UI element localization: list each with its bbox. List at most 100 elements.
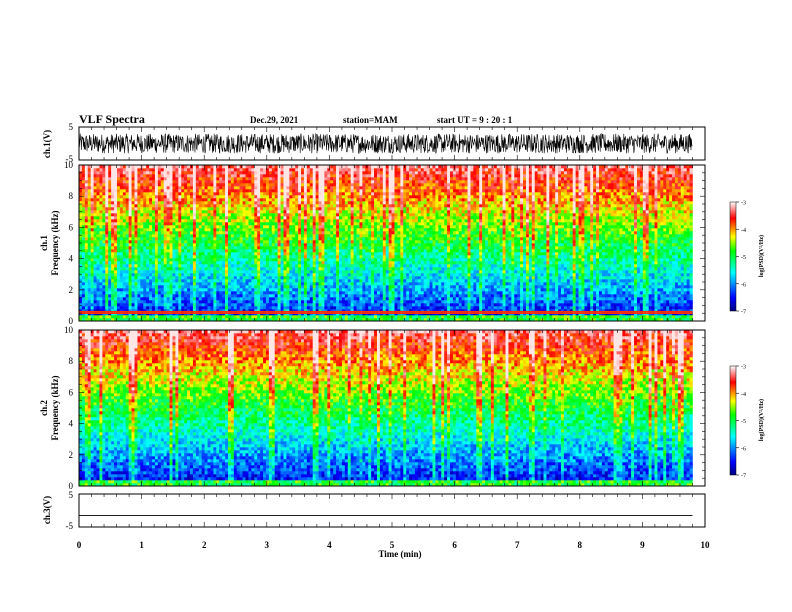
spectrogram-cell [81,192,86,196]
spectrogram-cell [303,222,308,226]
spectrogram-cell [233,258,238,262]
spectrogram-cell [271,297,276,301]
spectrogram-cell [292,252,296,256]
spectrogram-cell [271,315,276,319]
spectrogram-cell [108,318,112,322]
spectrogram-cell [137,246,141,250]
spectrogram-cell [96,246,100,250]
spectrogram-cell [303,258,308,262]
spectrogram-cell [242,174,246,178]
spectrogram-cell [122,225,127,229]
spectrogram-cell [178,273,182,277]
spectrogram-cell [344,258,349,262]
spectrogram-cell [245,192,249,196]
spectrogram-cell [341,237,346,241]
spectrogram-cell [178,216,182,220]
spectrogram-cell [292,249,296,253]
spectrogram-cell [222,165,226,169]
spectrogram-cell [318,195,322,199]
spectrogram-cell [152,282,156,286]
spectrogram-cell [213,252,217,256]
spectrogram-cell [268,294,273,298]
spectrogram-cell [178,267,182,271]
spectrogram-cell [257,204,261,208]
spectrogram-cell [239,315,243,319]
spectrogram-cell [265,213,270,217]
spectrogram-cell [207,264,211,268]
spectrogram-cell [181,186,185,190]
spectrogram-cell [254,174,258,178]
spectrogram-cell [347,261,351,265]
spectrogram-cell [341,273,346,277]
spectrogram-cell [87,210,91,214]
spectrogram-cell [227,195,232,199]
spectrogram-cell [198,267,202,271]
spectrogram-cell [146,303,150,307]
spectrogram-cell [213,231,217,235]
spectrogram-cell [336,195,340,199]
spectrogram-cell [108,255,112,259]
spectrogram-cell [160,213,165,217]
spectrogram-cell [306,171,311,175]
spectrogram-cell [87,168,91,172]
spectrogram-cell [184,231,188,235]
spectrogram-cell [225,192,229,196]
spectrogram-cell [339,285,343,289]
spectrogram-cell [265,192,270,196]
spectrogram-cell [336,264,340,268]
spectrogram-cell [336,285,340,289]
spectrogram-cell [321,177,325,181]
spectrogram-cell [201,168,205,172]
spectrogram-cell [131,300,135,304]
spectrogram-cell [257,288,261,292]
spectrogram-cell [257,291,261,295]
spectrogram-cell [239,192,243,196]
spectrogram-cell [222,282,226,286]
spectrogram-cell [336,183,340,187]
spectrogram-cell [79,195,83,199]
spectrogram-cell [271,171,276,175]
spectrogram-cell [160,315,165,319]
spectrogram-cell [140,234,144,238]
spectrogram-cell [114,219,118,223]
spectrogram-cell [312,300,316,304]
spectrogram-cell [254,264,258,268]
spectrogram-cell [102,210,106,214]
spectrogram-cell [152,291,156,295]
spectrogram-cell [230,204,235,208]
spectrogram-cell [143,276,147,280]
spectrogram-cell [283,309,287,313]
spectrogram-cell [119,315,124,319]
spectrogram-cell [116,315,121,319]
spectrogram-cell [122,234,127,238]
spectrogram-cell [251,240,255,244]
spectrogram-cell [119,177,124,181]
spectrogram-cell [268,177,273,181]
spectrogram-cell [263,243,267,247]
spectrogram-cell [122,282,127,286]
spectrogram-cell [339,249,343,253]
spectrogram-cell [93,279,97,283]
spectrogram-cell [254,168,258,172]
spectrogram-cell [271,261,276,265]
spectrogram-cell [321,222,325,226]
spectrogram-cell [99,231,103,235]
spectrogram-cell [128,306,132,310]
spectrogram-cell [286,177,290,181]
spectrogram-cell [283,210,287,214]
spectrogram-cell [298,225,302,229]
spectrogram-cell [263,225,267,229]
spectrogram-cell [169,291,173,295]
spectrogram-cell [131,279,135,283]
spectrogram-cell [265,180,270,184]
spectrogram-cell [128,243,132,247]
spectrogram-cell [90,258,94,262]
spectrogram-cell [312,306,316,310]
spectrogram-cell [236,285,240,289]
spectrogram-cell [90,252,94,256]
spectrogram-cell [233,219,238,223]
spectrogram-cell [216,279,220,283]
spectrogram-cell [213,165,217,169]
spectrogram-cell [198,258,202,262]
spectrogram-cell [257,246,261,250]
